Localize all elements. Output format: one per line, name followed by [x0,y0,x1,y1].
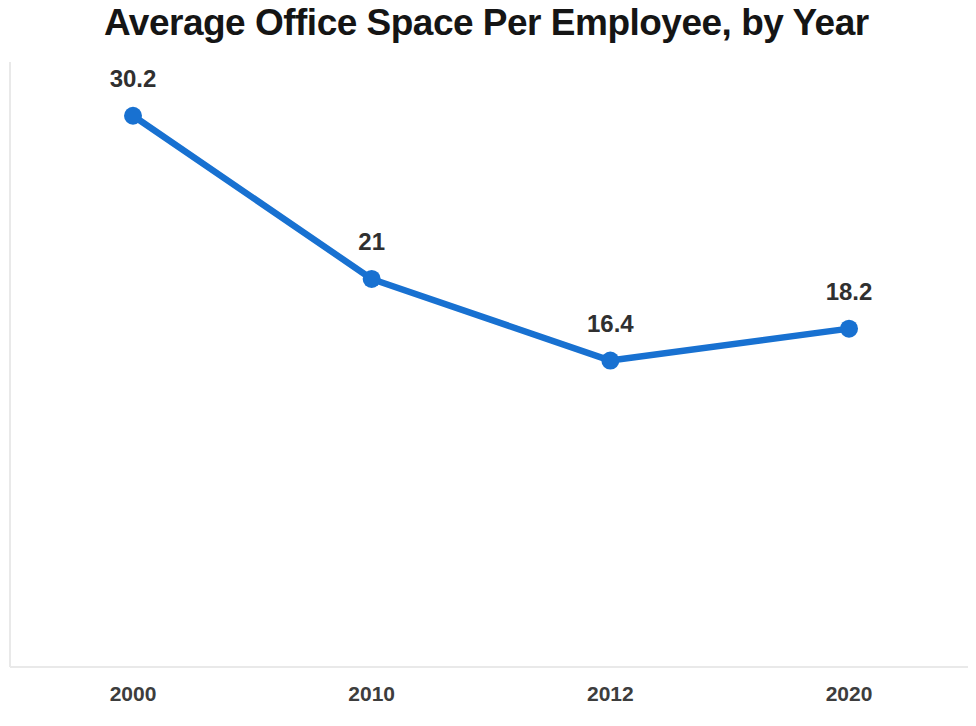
data-label-2020: 18.2 [826,278,873,306]
data-label-2012: 16.4 [587,310,634,338]
data-point-marker-2010 [363,270,381,288]
data-point-marker-2012 [601,352,619,370]
x-tick-2000: 2000 [110,682,157,706]
data-point-marker-2020 [840,320,858,338]
x-tick-2020: 2020 [826,682,873,706]
data-line [133,116,849,361]
data-point-marker-2000 [124,107,142,125]
x-tick-2012: 2012 [587,682,634,706]
x-tick-2010: 2010 [348,682,395,706]
data-label-2010: 21 [358,228,385,256]
plot-area [0,0,976,726]
data-label-2000: 30.2 [110,65,157,93]
line-chart: Average Office Space Per Employee, by Ye… [0,0,976,726]
